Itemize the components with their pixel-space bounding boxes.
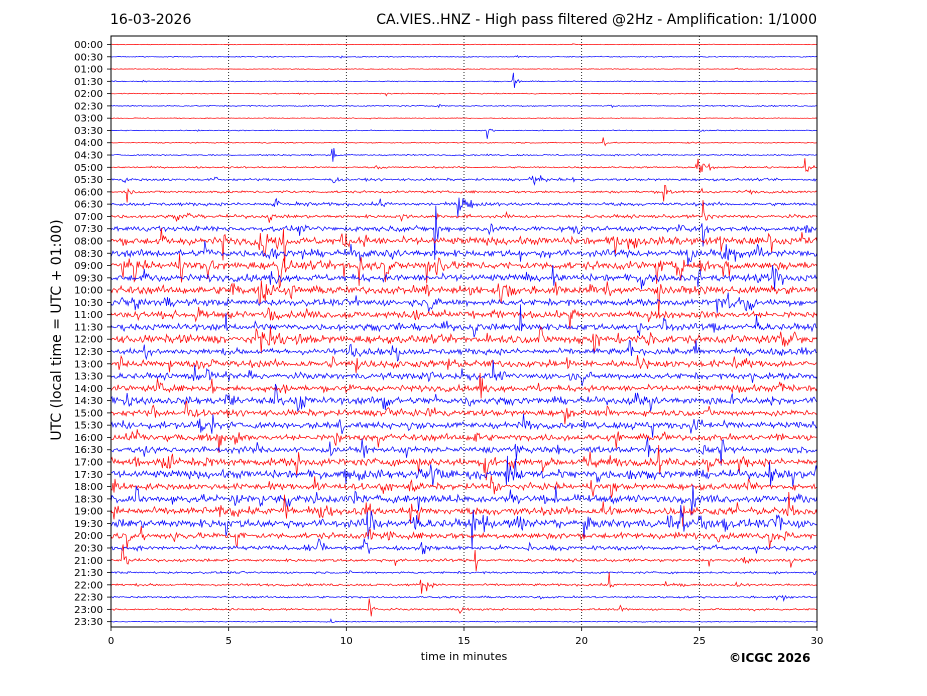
y-tick-label: 14:30 xyxy=(74,396,103,407)
y-tick-label: 20:30 xyxy=(74,543,103,554)
y-tick-label: 01:30 xyxy=(74,77,103,88)
trace-row-1730 xyxy=(110,455,818,487)
y-tick-label: 21:00 xyxy=(74,556,103,567)
y-tick-label: 18:30 xyxy=(74,494,103,505)
y-tick-label: 22:30 xyxy=(74,593,103,604)
y-tick-label: 13:00 xyxy=(74,359,103,370)
trace-row-0330 xyxy=(110,128,818,139)
y-tick-label: 19:00 xyxy=(74,507,103,518)
trace-row-2330 xyxy=(111,618,818,623)
trace-row-1500 xyxy=(110,400,818,425)
y-tick-label: 17:30 xyxy=(74,470,103,481)
y-tick-label: 09:30 xyxy=(74,273,103,284)
chart-title: CA.VIES..HNZ - High pass filtered @2Hz -… xyxy=(376,12,817,28)
y-tick-label: 04:00 xyxy=(74,138,103,149)
y-tick-label: 10:00 xyxy=(74,286,103,297)
y-tick-label: 17:00 xyxy=(74,458,103,469)
trace-row-1000 xyxy=(110,280,818,316)
y-tick-label: 05:00 xyxy=(74,163,103,174)
y-tick-label: 23:30 xyxy=(74,617,103,628)
x-tick-label: 30 xyxy=(811,636,824,647)
y-tick-label: 08:00 xyxy=(74,236,103,247)
y-tick-label: 06:30 xyxy=(74,200,103,211)
y-tick-label: 18:00 xyxy=(74,482,103,493)
y-tick-label: 23:00 xyxy=(74,605,103,616)
y-tick-label: 11:00 xyxy=(74,310,103,321)
trace-row-0900 xyxy=(110,253,818,289)
y-tick-label: 07:30 xyxy=(74,224,103,235)
x-tick-label: 25 xyxy=(693,636,706,647)
y-tick-label: 15:00 xyxy=(74,408,103,419)
trace-row-0430 xyxy=(110,147,818,162)
y-tick-label: 12:30 xyxy=(74,347,103,358)
y-tick-label: 12:00 xyxy=(74,335,103,346)
y-tick-label: 00:30 xyxy=(74,52,103,63)
plot-frame xyxy=(110,35,818,628)
y-tick-label: 09:00 xyxy=(74,261,103,272)
y-tick-label: 07:00 xyxy=(74,212,103,223)
y-tick-label: 20:00 xyxy=(74,531,103,542)
trace-row-0000 xyxy=(110,43,817,46)
y-tick-label: 08:30 xyxy=(74,249,103,260)
y-tick-label: 05:30 xyxy=(74,175,103,186)
trace-row-0730 xyxy=(110,205,818,260)
y-tick-label: 04:30 xyxy=(74,151,103,162)
y-tick-label: 00:00 xyxy=(74,40,103,51)
date-label: 16-03-2026 xyxy=(110,12,192,28)
y-tick-label: 01:00 xyxy=(74,65,103,76)
trace-row-1330 xyxy=(110,360,818,387)
x-axis-label: time in minutes xyxy=(421,650,508,663)
y-tick-label: 10:30 xyxy=(74,298,103,309)
x-tick-label: 15 xyxy=(458,636,471,647)
trace-row-0530 xyxy=(110,175,818,186)
y-tick-label: 14:00 xyxy=(74,384,103,395)
x-tick-label: 5 xyxy=(225,636,231,647)
y-tick-label: 22:00 xyxy=(74,580,103,591)
y-tick-label: 02:00 xyxy=(74,89,103,100)
trace-row-1300 xyxy=(111,354,818,374)
y-tick-label: 02:30 xyxy=(74,101,103,112)
y-tick-label: 15:30 xyxy=(74,421,103,432)
y-tick-label: 16:30 xyxy=(74,445,103,456)
x-tick-label: 10 xyxy=(340,636,353,647)
trace-row-0300 xyxy=(110,117,818,120)
trace-row-2230 xyxy=(110,594,818,602)
x-tick-label: 0 xyxy=(108,636,114,647)
x-axis-ticks: 0 5 10 15 20 25 30 xyxy=(108,627,824,647)
y-tick-label: 13:30 xyxy=(74,372,103,383)
y-tick-label: 19:30 xyxy=(74,519,103,530)
trace-row-0030 xyxy=(110,54,818,59)
y-tick-label: 21:30 xyxy=(74,568,103,579)
y-tick-label: 06:00 xyxy=(74,187,103,198)
y-axis-label: UTC (local time = UTC + 01:00) xyxy=(49,219,65,441)
copyright-label: ©ICGC 2026 xyxy=(729,651,811,665)
trace-row-2130 xyxy=(110,570,818,575)
trace-row-0600 xyxy=(110,184,818,203)
trace-row-2300 xyxy=(110,598,818,617)
vertical-gridlines xyxy=(228,36,700,627)
y-tick-label: 03:30 xyxy=(74,126,103,137)
x-tick-label: 20 xyxy=(575,636,588,647)
trace-row-0400 xyxy=(111,137,818,147)
y-tick-label: 16:00 xyxy=(74,433,103,444)
y-tick-label: 03:00 xyxy=(74,114,103,125)
y-tick-label: 11:30 xyxy=(74,322,103,333)
